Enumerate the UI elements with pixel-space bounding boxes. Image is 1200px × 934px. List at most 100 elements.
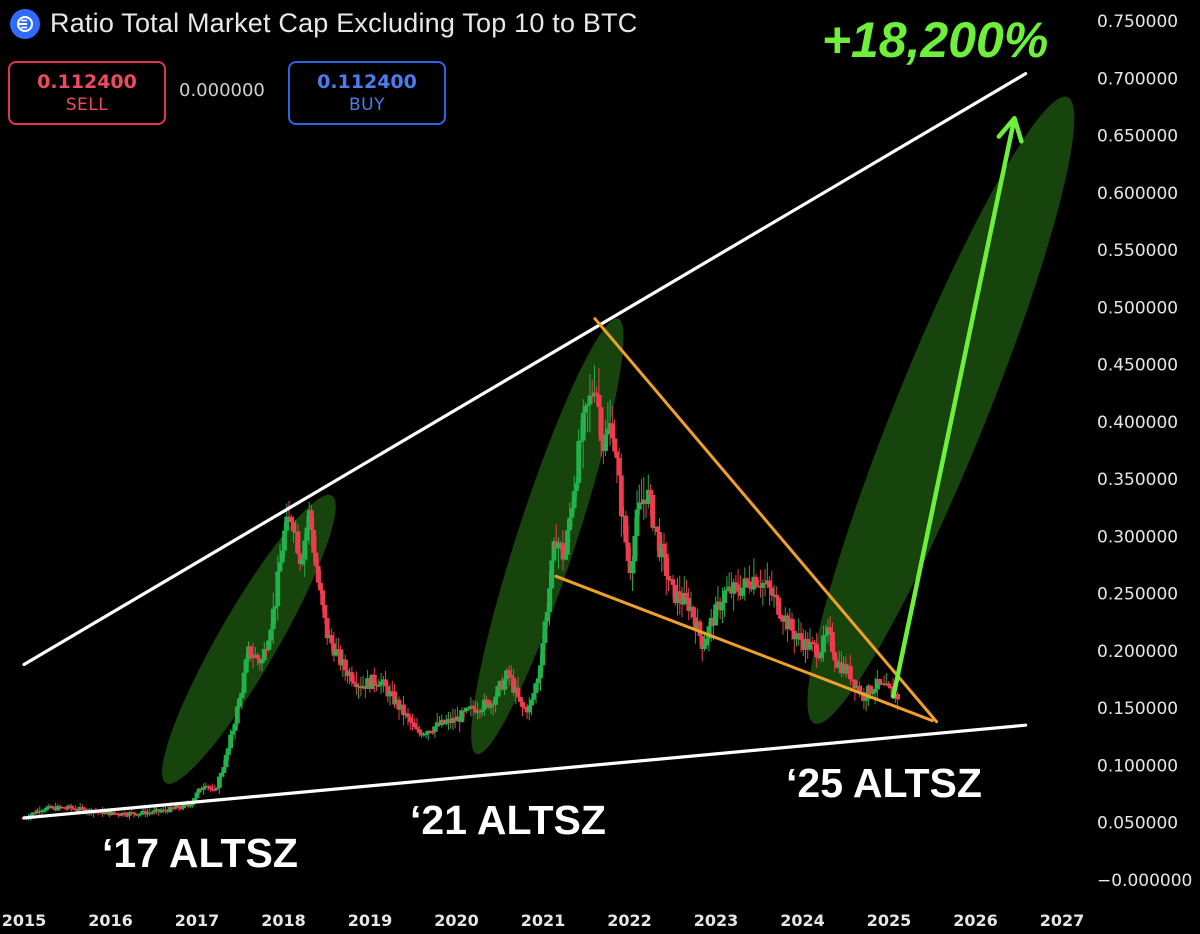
candle-body bbox=[830, 632, 835, 652]
candle-body bbox=[493, 696, 498, 705]
candle-body bbox=[275, 571, 281, 607]
candle-body bbox=[603, 434, 609, 451]
candle-body bbox=[583, 405, 588, 413]
candle-body bbox=[798, 633, 804, 641]
candle-body bbox=[158, 810, 164, 813]
candle-body bbox=[481, 699, 487, 710]
candle-body bbox=[616, 458, 622, 476]
x-tick-label: 2017 bbox=[175, 911, 220, 930]
candle-body bbox=[230, 730, 236, 735]
candle-body bbox=[192, 797, 198, 802]
candle-body bbox=[320, 590, 326, 605]
candle-body bbox=[495, 686, 501, 697]
candle-body bbox=[791, 630, 797, 640]
candle-body bbox=[282, 530, 287, 551]
candle-body bbox=[127, 812, 132, 816]
candle-body bbox=[309, 510, 314, 531]
candle-body bbox=[284, 516, 290, 531]
buy-button[interactable]: 0.112400 BUY bbox=[288, 61, 446, 125]
candle-body bbox=[769, 587, 775, 596]
candle-body bbox=[663, 553, 669, 576]
candle-body bbox=[648, 489, 653, 495]
ratio-logo-icon bbox=[10, 8, 40, 39]
candle-body bbox=[163, 809, 168, 812]
x-tick-label: 2018 bbox=[261, 911, 306, 930]
candle-body bbox=[569, 508, 575, 518]
candle-body bbox=[740, 587, 746, 596]
y-tick-label: 0.450000 bbox=[1097, 356, 1178, 376]
candle-body bbox=[401, 704, 406, 716]
candle-body bbox=[214, 787, 220, 790]
buy-price: 0.112400 bbox=[317, 71, 417, 93]
candle-body bbox=[472, 708, 478, 713]
candle-body bbox=[172, 808, 177, 810]
candle-body bbox=[243, 658, 249, 673]
candle-body bbox=[315, 565, 321, 583]
trendline-layer bbox=[22, 72, 1028, 820]
candle-body bbox=[176, 805, 182, 808]
candle-body bbox=[376, 685, 382, 687]
candle-body bbox=[551, 541, 557, 561]
chart-header: Ratio Total Market Cap Excluding Top 10 … bbox=[10, 8, 638, 39]
candle-body bbox=[371, 674, 377, 685]
candle-body bbox=[221, 767, 227, 773]
candle-body bbox=[225, 748, 231, 755]
candle-body bbox=[378, 681, 384, 686]
candle-body bbox=[731, 582, 737, 594]
y-tick-label: 0.500000 bbox=[1097, 298, 1178, 318]
candle-body bbox=[877, 679, 883, 685]
y-tick-label: 0.150000 bbox=[1097, 699, 1178, 719]
candle-body bbox=[237, 698, 242, 707]
candle-body bbox=[44, 807, 49, 811]
candle-body bbox=[720, 603, 725, 611]
candle-body bbox=[443, 721, 449, 724]
candle-body bbox=[207, 786, 213, 789]
candle-body bbox=[248, 646, 254, 657]
candle-body bbox=[542, 621, 548, 643]
candle-body bbox=[670, 579, 676, 585]
candle-body bbox=[538, 665, 543, 679]
sell-button[interactable]: 0.112400 SELL bbox=[8, 61, 166, 125]
candle-body bbox=[614, 451, 620, 459]
x-tick-label: 2025 bbox=[867, 911, 912, 930]
candle-body bbox=[466, 707, 472, 710]
y-tick-label: 0.750000 bbox=[1097, 12, 1178, 32]
candle-body bbox=[870, 692, 876, 695]
x-tick-label: 2021 bbox=[521, 911, 566, 930]
altsz-2017-label: ‘17 ALTSZ bbox=[102, 830, 298, 876]
candle-body bbox=[131, 812, 137, 814]
candle-body bbox=[812, 642, 817, 645]
arrow-head-icon bbox=[996, 116, 1024, 144]
candle-body bbox=[681, 592, 687, 605]
candle-body bbox=[273, 606, 278, 609]
candle-body bbox=[818, 652, 824, 658]
candle-body bbox=[609, 423, 615, 439]
candle-body bbox=[823, 634, 829, 637]
annotation-layer: +18,200% ‘17 ALTSZ ‘21 ALTSZ ‘25 ALTSZ bbox=[102, 12, 1048, 876]
candle-body bbox=[167, 806, 173, 813]
candle-body bbox=[630, 561, 635, 574]
candle-body bbox=[288, 517, 294, 523]
candle-body bbox=[699, 636, 705, 650]
candle-body bbox=[778, 614, 784, 619]
highlight-layer bbox=[162, 96, 1075, 784]
candle-body bbox=[744, 578, 750, 582]
candle-body bbox=[234, 706, 240, 724]
candle-body bbox=[821, 635, 826, 653]
candle-body bbox=[205, 785, 211, 788]
candle-body bbox=[82, 808, 88, 813]
buy-label: BUY bbox=[349, 95, 385, 115]
y-tick-label: 0.350000 bbox=[1097, 470, 1178, 490]
x-tick-label: 2027 bbox=[1040, 911, 1085, 930]
candle-body bbox=[549, 560, 555, 589]
candle-body bbox=[122, 812, 128, 816]
candle-body bbox=[414, 727, 420, 730]
candle-body bbox=[886, 683, 891, 687]
candle-body bbox=[827, 627, 833, 633]
candle-body bbox=[773, 594, 779, 598]
candle-body bbox=[571, 491, 577, 509]
y-tick-label: 0.400000 bbox=[1097, 413, 1178, 433]
candles-layer bbox=[21, 364, 900, 821]
candle-body bbox=[724, 589, 730, 592]
